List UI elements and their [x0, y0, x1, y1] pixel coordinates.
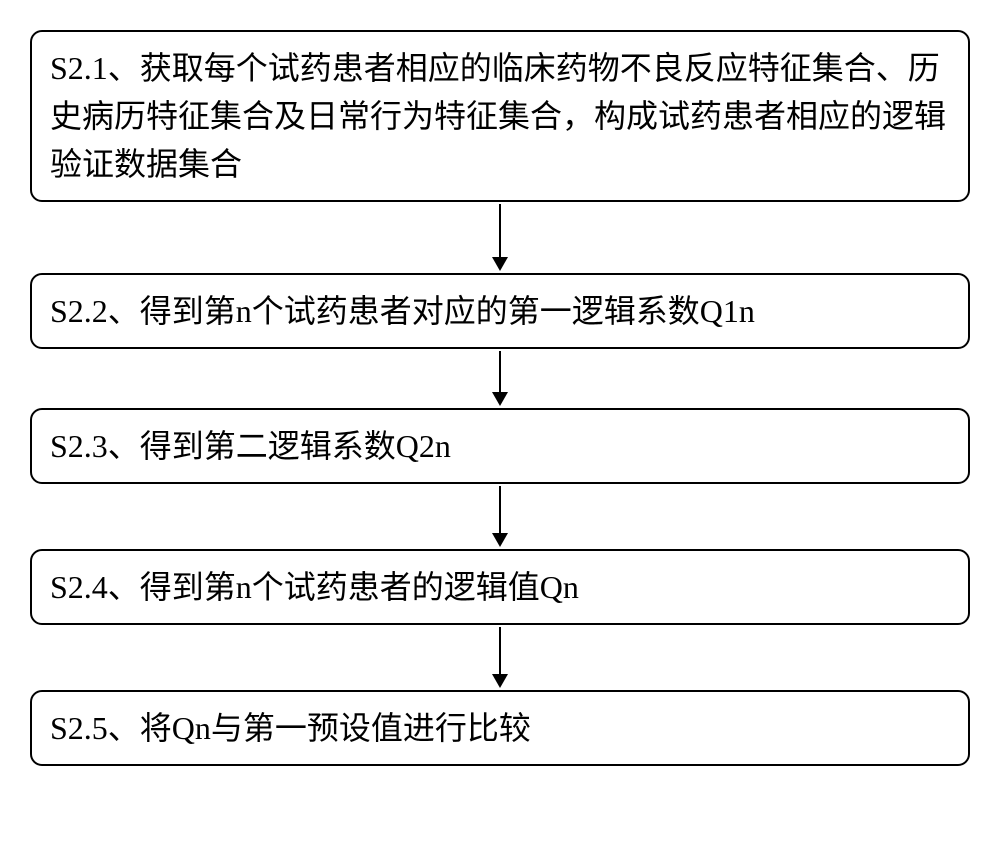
step-box-s2-5: S2.5、将Qn与第一预设值进行比较 [30, 690, 970, 766]
arrow-1 [492, 204, 508, 271]
arrow-3 [492, 486, 508, 547]
arrow-head-icon [492, 533, 508, 547]
step-box-s2-2: S2.2、得到第n个试药患者对应的第一逻辑系数Q1n [30, 273, 970, 349]
step-box-s2-4: S2.4、得到第n个试药患者的逻辑值Qn [30, 549, 970, 625]
arrow-line [499, 204, 501, 258]
arrow-line [499, 627, 501, 675]
step-text: S2.3、得到第二逻辑系数Q2n [50, 428, 451, 464]
step-text: S2.5、将Qn与第一预设值进行比较 [50, 710, 531, 746]
arrow-head-icon [492, 257, 508, 271]
step-box-s2-1: S2.1、获取每个试药患者相应的临床药物不良反应特征集合、历史病历特征集合及日常… [30, 30, 970, 202]
flowchart-container: S2.1、获取每个试药患者相应的临床药物不良反应特征集合、历史病历特征集合及日常… [30, 30, 970, 766]
arrow-head-icon [492, 392, 508, 406]
arrow-4 [492, 627, 508, 688]
step-text: S2.2、得到第n个试药患者对应的第一逻辑系数Q1n [50, 293, 755, 329]
step-box-s2-3: S2.3、得到第二逻辑系数Q2n [30, 408, 970, 484]
arrow-line [499, 351, 501, 393]
arrow-head-icon [492, 674, 508, 688]
step-text: S2.4、得到第n个试药患者的逻辑值Qn [50, 569, 579, 605]
arrow-2 [492, 351, 508, 406]
step-text: S2.1、获取每个试药患者相应的临床药物不良反应特征集合、历史病历特征集合及日常… [50, 50, 946, 182]
arrow-line [499, 486, 501, 534]
